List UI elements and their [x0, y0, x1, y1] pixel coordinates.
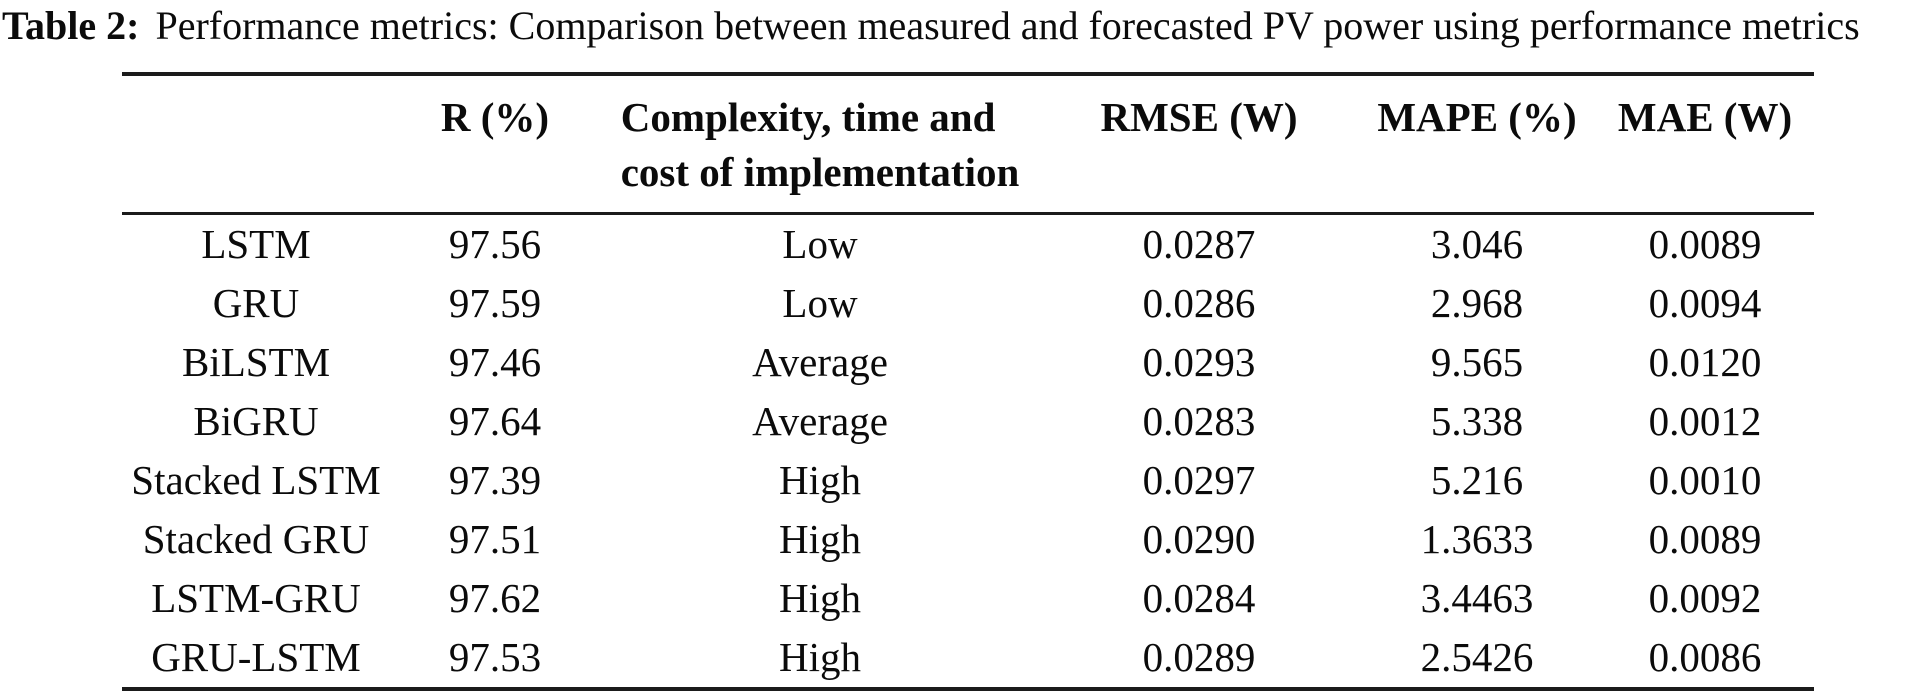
table-row-stacked-lstm: Stacked LSTM 97.39 High 0.0297 5.216 0.0…	[122, 451, 1814, 510]
cell-complexity: High	[779, 457, 861, 503]
cell-model: GRU-LSTM	[151, 634, 361, 680]
cell-mae: 0.0092	[1648, 575, 1762, 621]
table-row-gru: GRU 97.59 Low 0.0286 2.968 0.0094	[122, 274, 1814, 333]
cell-model: BiLSTM	[181, 339, 331, 385]
cell-mape: 3.046	[1430, 221, 1524, 267]
cell-rmse: 0.0286	[1142, 280, 1256, 326]
cell-rmse: 0.0283	[1142, 398, 1256, 444]
performance-metrics-table: R (%) Complexity, time and cost of imple…	[122, 72, 1814, 691]
cell-r: 97.56	[448, 221, 542, 267]
header-row: R (%) Complexity, time and cost of imple…	[122, 74, 1814, 215]
header-rmse: RMSE (W)	[1040, 74, 1358, 215]
header-complexity-line2: cost of implementation	[620, 149, 1020, 195]
header-complexity-text: Complexity, time and cost of implementat…	[621, 90, 1020, 200]
cell-mape: 2.5426	[1420, 634, 1534, 680]
cell-complexity: Low	[782, 280, 858, 326]
cell-r: 97.46	[448, 339, 542, 385]
cell-mae: 0.0010	[1648, 457, 1762, 503]
caption-label: Table 2:	[2, 3, 140, 48]
cell-rmse: 0.0287	[1142, 221, 1256, 267]
cell-model: GRU	[212, 280, 300, 326]
cell-rmse: 0.0290	[1142, 516, 1256, 562]
cell-rmse: 0.0297	[1142, 457, 1256, 503]
cell-mape: 2.968	[1430, 280, 1524, 326]
cell-complexity: Average	[752, 339, 888, 385]
cell-mae: 0.0089	[1648, 516, 1762, 562]
table-row-lstm-gru: LSTM-GRU 97.62 High 0.0284 3.4463 0.0092	[122, 569, 1814, 628]
cell-mape: 1.3633	[1420, 516, 1534, 562]
header-model	[122, 74, 390, 215]
cell-mae: 0.0089	[1648, 221, 1762, 267]
table-row-gru-lstm: GRU-LSTM 97.53 High 0.0289 2.5426 0.0086	[122, 628, 1814, 689]
cell-r: 97.59	[448, 280, 542, 326]
cell-model: Stacked GRU	[142, 516, 370, 562]
cell-model: Stacked LSTM	[131, 457, 381, 503]
cell-complexity: High	[779, 575, 861, 621]
cell-mape: 5.338	[1430, 398, 1524, 444]
cell-model: BiGRU	[193, 398, 319, 444]
cell-complexity: Low	[782, 221, 858, 267]
table-row-lstm: LSTM 97.56 Low 0.0287 3.046 0.0089	[122, 214, 1814, 275]
cell-mae: 0.0094	[1648, 280, 1762, 326]
cell-complexity: High	[779, 516, 861, 562]
cell-mae: 0.0012	[1648, 398, 1762, 444]
header-mape: MAPE (%)	[1358, 74, 1596, 215]
header-mae: MAE (W)	[1596, 74, 1814, 215]
cell-mape: 3.4463	[1420, 575, 1534, 621]
cell-complexity: High	[779, 634, 861, 680]
cell-r: 97.62	[448, 575, 542, 621]
cell-r: 97.64	[448, 398, 542, 444]
caption-text: Performance metrics: Comparison between …	[155, 3, 1860, 48]
header-r: R (%)	[390, 74, 600, 215]
cell-mae: 0.0086	[1648, 634, 1762, 680]
table-row-stacked-gru: Stacked GRU 97.51 High 0.0290 1.3633 0.0…	[122, 510, 1814, 569]
table-caption: Table 2: Performance metrics: Comparison …	[2, 2, 1931, 50]
cell-mape: 9.565	[1430, 339, 1524, 385]
cell-r: 97.51	[448, 516, 542, 562]
cell-rmse: 0.0293	[1142, 339, 1256, 385]
cell-complexity: Average	[752, 398, 888, 444]
header-complexity-line1: Complexity, time and	[620, 94, 996, 140]
cell-r: 97.53	[448, 634, 542, 680]
cell-model: LSTM	[201, 221, 311, 267]
cell-rmse: 0.0289	[1142, 634, 1256, 680]
cell-model: LSTM-GRU	[151, 575, 361, 621]
table-row-bigru: BiGRU 97.64 Average 0.0283 5.338 0.0012	[122, 392, 1814, 451]
cell-rmse: 0.0284	[1142, 575, 1256, 621]
cell-r: 97.39	[448, 457, 542, 503]
table-row-bilstm: BiLSTM 97.46 Average 0.0293 9.565 0.0120	[122, 333, 1814, 392]
cell-mape: 5.216	[1430, 457, 1524, 503]
cell-mae: 0.0120	[1648, 339, 1762, 385]
header-complexity: Complexity, time and cost of implementat…	[600, 74, 1040, 215]
